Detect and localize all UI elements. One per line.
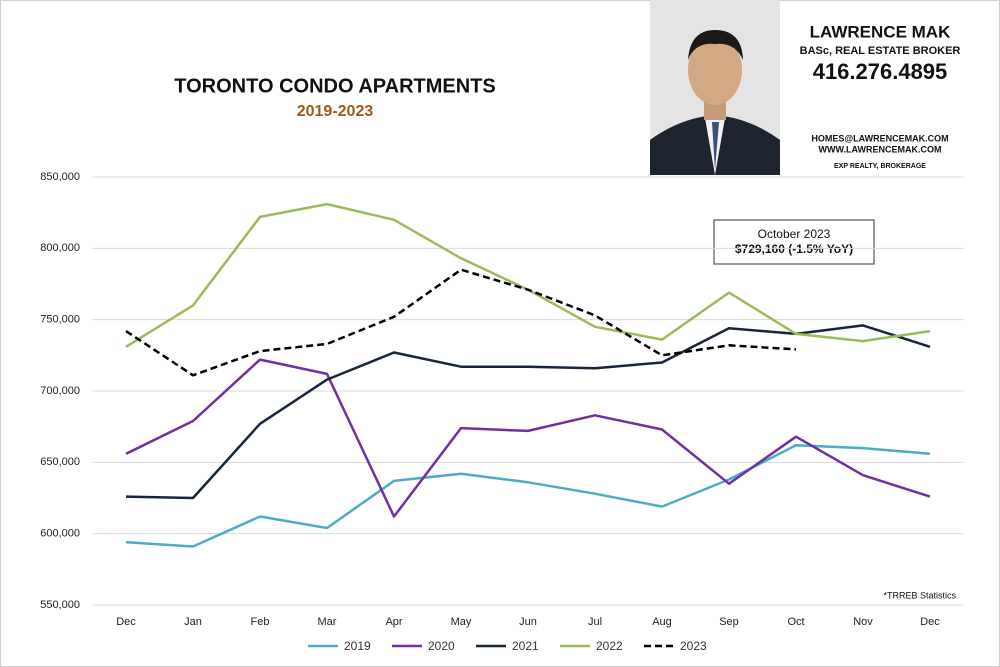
source-note: *TRREB Statistics bbox=[883, 590, 956, 600]
y-tick-label: 700,000 bbox=[40, 385, 80, 397]
series-line bbox=[125, 268, 797, 377]
x-tick-label: Jul bbox=[588, 616, 602, 628]
brand-phone: 416.276.4895 bbox=[813, 59, 948, 84]
y-tick-label: 800,000 bbox=[40, 242, 80, 254]
annotation-line: October 2023 bbox=[758, 227, 831, 241]
legend-label: 2022 bbox=[596, 639, 623, 653]
y-tick-label: 550,000 bbox=[40, 599, 80, 611]
x-tick-label: Apr bbox=[385, 616, 402, 628]
x-tick-label: May bbox=[451, 616, 472, 628]
x-tick-label: Dec bbox=[116, 616, 136, 628]
x-tick-label: Mar bbox=[318, 616, 337, 628]
brand-brokerage: EXP REALTY, BROKERAGE bbox=[834, 163, 926, 170]
brand-name: LAWRENCE MAK bbox=[810, 22, 951, 41]
brand-website: WWW.LAWRENCEMAK.COM bbox=[819, 144, 942, 154]
y-tick-label: 600,000 bbox=[40, 528, 80, 540]
x-tick-label: Feb bbox=[251, 616, 270, 628]
chart-subtitle: 2019-2023 bbox=[297, 103, 374, 120]
x-tick-label: Aug bbox=[652, 616, 672, 628]
brand-credentials: BASc, REAL ESTATE BROKER bbox=[800, 45, 961, 57]
x-tick-label: Jun bbox=[519, 616, 537, 628]
legend-label: 2023 bbox=[680, 639, 707, 653]
x-tick-label: Nov bbox=[853, 616, 873, 628]
brand-email: HOMES@LAWRENCEMAK.COM bbox=[811, 133, 948, 143]
y-tick-label: 650,000 bbox=[40, 456, 80, 468]
x-tick-label: Jan bbox=[184, 616, 202, 628]
y-tick-label: 850,000 bbox=[40, 171, 80, 183]
chart-title: TORONTO CONDO APARTMENTS bbox=[174, 75, 495, 97]
annotation-line: $729,160 (-1.5% YoY) bbox=[735, 242, 853, 256]
x-tick-label: Oct bbox=[787, 616, 804, 628]
series-line bbox=[125, 358, 931, 518]
x-tick-label: Sep bbox=[719, 616, 739, 628]
portrait bbox=[650, 0, 780, 175]
y-tick-label: 750,000 bbox=[40, 314, 80, 326]
legend-label: 2021 bbox=[512, 639, 539, 653]
series-line bbox=[125, 443, 931, 548]
legend-label: 2020 bbox=[428, 639, 455, 653]
x-tick-label: Dec bbox=[920, 616, 940, 628]
legend-label: 2019 bbox=[344, 639, 371, 653]
annotation-box bbox=[713, 219, 875, 265]
